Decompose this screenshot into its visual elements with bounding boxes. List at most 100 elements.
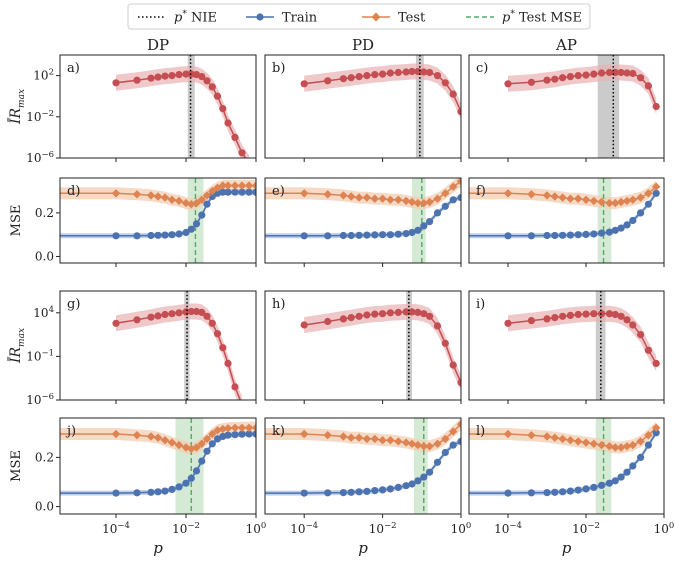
ir-point: [551, 314, 559, 322]
ir-point: [112, 79, 120, 87]
ir-band: [508, 64, 657, 115]
y-tick-label: 104: [33, 305, 54, 320]
panel-frame: [468, 417, 665, 515]
ir-point: [617, 68, 625, 77]
test-point: [605, 442, 614, 451]
x-tick-label: 100: [451, 521, 472, 536]
ir-point: [198, 73, 206, 81]
ir-point: [441, 339, 449, 347]
ir-point: [394, 68, 402, 77]
ir-band: [116, 66, 249, 158]
train-point: [590, 483, 598, 491]
test-point: [230, 181, 240, 190]
ir-point: [175, 71, 183, 79]
train-point: [371, 487, 379, 495]
ir-point: [238, 149, 246, 157]
panel-h: h): [264, 290, 462, 404]
test-point: [597, 440, 606, 450]
ir-point: [543, 315, 551, 323]
test-point: [370, 434, 379, 444]
train-point: [414, 477, 422, 485]
ir-point: [420, 68, 428, 76]
ir-point: [457, 108, 461, 116]
ir-point: [182, 70, 190, 78]
ir-point: [426, 68, 434, 77]
legend: p* NIE Train Test p* Test MSE: [127, 3, 591, 30]
mse-band: [413, 418, 428, 514]
y-tick-label: 0.2: [35, 206, 54, 220]
test-point: [153, 192, 163, 201]
train-point: [441, 202, 449, 210]
train-point: [238, 430, 246, 438]
test-point: [574, 194, 583, 203]
train-point: [617, 473, 625, 481]
train-point: [402, 482, 410, 490]
ir-point: [213, 92, 222, 100]
ir-point: [187, 307, 195, 316]
train-band: [469, 190, 657, 239]
test-point: [558, 193, 567, 202]
test-point: [323, 431, 332, 440]
panel-frame: [468, 290, 665, 401]
train-point: [574, 231, 582, 239]
train-point: [457, 437, 461, 445]
test-point: [616, 443, 626, 452]
train-point: [339, 489, 347, 497]
panel-b: b): [264, 54, 462, 162]
train-point: [408, 480, 416, 488]
y-tick-label: 0.2: [35, 450, 54, 464]
ir-point: [598, 310, 606, 318]
test-point: [160, 436, 170, 445]
test-point: [407, 197, 417, 207]
ir-point: [154, 312, 162, 320]
train-point: [504, 489, 512, 497]
test-point: [622, 196, 632, 206]
ir-point: [231, 383, 239, 391]
train-point: [347, 231, 355, 240]
ir-point: [449, 361, 457, 369]
train-point: [598, 481, 606, 489]
test-point: [167, 438, 177, 447]
ir-point: [347, 74, 355, 82]
ir-point: [203, 312, 211, 320]
panel-letter: j): [65, 424, 76, 439]
test-point: [223, 424, 233, 433]
panel-frame: [468, 177, 665, 264]
test-point: [378, 436, 387, 445]
train-point: [324, 489, 332, 497]
test-point: [542, 432, 552, 441]
ir-point: [213, 330, 222, 338]
train-point: [198, 211, 206, 219]
train-point: [394, 230, 402, 238]
test-point: [419, 442, 428, 451]
ir-point: [644, 82, 653, 90]
ir-point: [245, 160, 252, 167]
test-point: [589, 196, 598, 206]
ir-point: [219, 344, 227, 352]
ir-point: [574, 310, 582, 319]
panel-letter: k): [272, 424, 285, 439]
train-point: [300, 232, 308, 240]
test-point: [370, 194, 379, 203]
train-point: [133, 489, 141, 497]
train-point: [175, 483, 183, 491]
panels: a) 102 10−2 10−6 d) 0.2 0.0 b) e) c) f) g) 104 10−1 10…: [26, 54, 674, 536]
ir-point: [231, 133, 239, 141]
nie-band: [415, 55, 424, 158]
column-header-dp: DP: [147, 36, 169, 54]
ir-band: [304, 303, 461, 391]
test-point: [362, 434, 372, 444]
panel-letter: d): [67, 184, 80, 199]
ir-point: [324, 77, 332, 85]
test-point: [386, 195, 395, 204]
test-point: [456, 420, 461, 429]
panel-d: d) 0.2 0.0: [35, 177, 257, 267]
train-point: [231, 431, 239, 439]
test-point: [527, 190, 536, 199]
x-tick-label: 10−2: [369, 521, 397, 536]
mse-ylabel: MSE: [9, 205, 24, 237]
test-point: [197, 439, 206, 448]
ir-point: [582, 71, 590, 79]
ir-point: [605, 310, 614, 318]
